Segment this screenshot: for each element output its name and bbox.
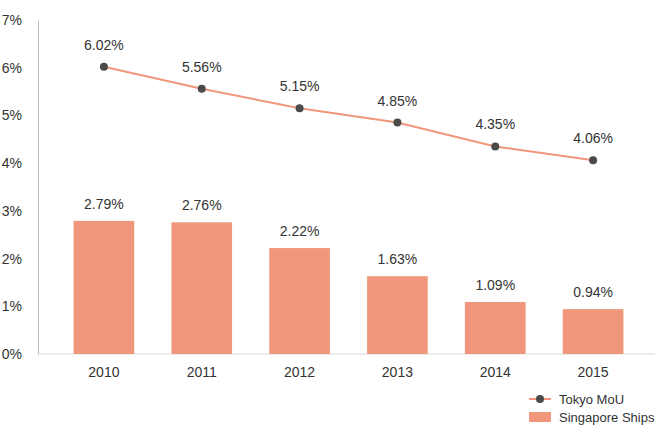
data-label: 4.06% xyxy=(573,130,613,146)
data-label: 2.76% xyxy=(182,197,222,213)
bar xyxy=(367,276,428,354)
x-tick-label: 2012 xyxy=(284,364,315,380)
data-label: 4.85% xyxy=(378,93,418,109)
x-tick-label: 2013 xyxy=(382,364,413,380)
x-tick: 2015 xyxy=(578,354,609,380)
y-tick: 6% xyxy=(2,60,38,76)
y-axis: 0% 1% 2% 3% 4% 5% 6% 7% xyxy=(2,12,39,362)
legend-item: Tokyo MoU xyxy=(529,392,624,407)
marker xyxy=(198,85,206,93)
data-label: 4.35% xyxy=(475,116,515,132)
y-tick-label: 2% xyxy=(2,251,22,267)
y-tick-label: 1% xyxy=(2,298,22,314)
data-label: 5.56% xyxy=(182,59,222,75)
x-tick: 2010 xyxy=(88,354,119,380)
y-tick-label: 5% xyxy=(2,107,22,123)
data-label: 6.02% xyxy=(84,37,124,53)
y-axis-line xyxy=(38,21,39,355)
y-tick: 1% xyxy=(2,298,38,314)
x-tick: 2011 xyxy=(187,354,217,380)
y-tick-label: 6% xyxy=(2,60,22,76)
marker xyxy=(296,104,304,112)
y-tick: 5% xyxy=(2,107,38,123)
x-tick: 2012 xyxy=(284,354,315,380)
legend-item: Singapore Ships xyxy=(529,410,655,425)
bar xyxy=(269,248,330,354)
legend-label: Singapore Ships xyxy=(559,410,655,425)
y-tick-label: 3% xyxy=(2,203,22,219)
y-tick: 0% xyxy=(2,346,38,362)
data-label: 1.63% xyxy=(378,251,418,267)
x-axis: 2010 2011 2012 2013 2014 2015 xyxy=(38,354,655,380)
data-label: 0.94% xyxy=(573,284,613,300)
y-tick: 7% xyxy=(2,12,38,28)
data-label: 5.15% xyxy=(280,78,320,94)
data-label: 2.79% xyxy=(84,196,124,212)
y-tick-label: 4% xyxy=(2,155,22,171)
y-tick: 2% xyxy=(2,251,38,267)
bar xyxy=(74,221,135,354)
data-labels: 2.79% 2.76% 2.22% 1.63% 1.09% 0.94% 6.02% 5.56%… xyxy=(84,37,613,300)
legend-swatch xyxy=(529,412,551,422)
data-label: 1.09% xyxy=(475,277,515,293)
x-tick: 2013 xyxy=(382,354,413,380)
legend-marker xyxy=(536,395,544,403)
bar xyxy=(171,222,232,354)
marker xyxy=(589,156,597,164)
x-tick-label: 2015 xyxy=(578,364,609,380)
y-tick-label: 7% xyxy=(2,12,22,28)
plot: 0% 1% 2% 3% 4% 5% 6% 7% 2010 2011 2012 2013 2014 2015… xyxy=(2,12,655,380)
y-tick: 3% xyxy=(2,203,38,219)
marker xyxy=(100,63,108,71)
line xyxy=(104,67,593,161)
x-tick: 2014 xyxy=(480,354,511,380)
legend: Tokyo MoU Singapore Ships xyxy=(529,392,655,425)
legend-label: Tokyo MoU xyxy=(559,392,624,407)
x-tick-label: 2014 xyxy=(480,364,511,380)
y-tick: 4% xyxy=(2,155,38,171)
x-tick-label: 2011 xyxy=(187,364,217,380)
marks xyxy=(74,63,624,354)
chart: 0% 1% 2% 3% 4% 5% 6% 7% 2010 2011 2012 2013 2014 2015… xyxy=(0,0,668,439)
data-label: 2.22% xyxy=(280,223,320,239)
bar xyxy=(465,302,526,354)
marker xyxy=(393,119,401,127)
x-tick-label: 2010 xyxy=(88,364,119,380)
marker xyxy=(491,142,499,150)
y-tick-label: 0% xyxy=(2,346,22,362)
bar xyxy=(563,309,624,354)
